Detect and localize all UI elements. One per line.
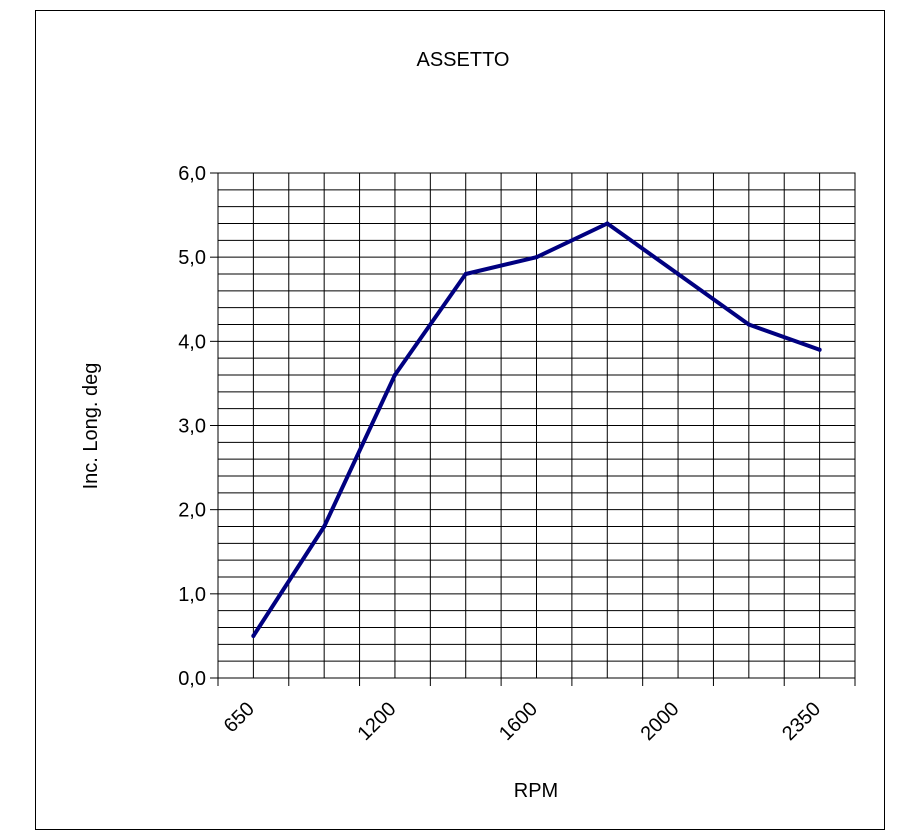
tick-labels: 0,0 1,0 2,0 3,0 4,0 5,0 6,0 650 1200 1600 2000 2350: [178, 163, 825, 745]
x-tick-label: 1600: [495, 698, 542, 745]
y-tick-label: 0,0: [178, 668, 206, 690]
data-point: [392, 373, 397, 377]
x-tick-label: 1200: [353, 698, 400, 745]
y-tick-label: 6,0: [178, 163, 206, 185]
y-tick-label: 1,0: [178, 584, 206, 606]
y-tick-label: 3,0: [178, 416, 206, 438]
x-tick-label: 2350: [778, 698, 825, 745]
line-chart: ASSETTO RPM Inc. Long. deg 0,0 1,0 2,0 3,0 4…: [80, 49, 856, 802]
data-point: [676, 272, 681, 276]
y-tick-label: 5,0: [178, 247, 206, 269]
data-point: [322, 524, 327, 529]
data-point: [251, 633, 256, 638]
axes: [210, 172, 856, 686]
data-point: [463, 272, 468, 276]
chart-title: ASSETTO: [417, 49, 510, 71]
data-point: [817, 347, 822, 352]
grid: [218, 173, 855, 678]
data-point: [746, 322, 751, 327]
x-tick-label: 2000: [637, 698, 684, 745]
series: [251, 221, 822, 638]
y-tick-label: 2,0: [178, 500, 206, 522]
x-tick-label: 650: [220, 698, 259, 737]
y-axis-label: Inc. Long. deg: [80, 363, 102, 490]
data-point: [605, 221, 610, 226]
x-axis-label: RPM: [514, 780, 558, 802]
chart-frame: [35, 10, 885, 830]
y-tick-label: 4,0: [178, 331, 206, 353]
data-point: [534, 255, 539, 260]
